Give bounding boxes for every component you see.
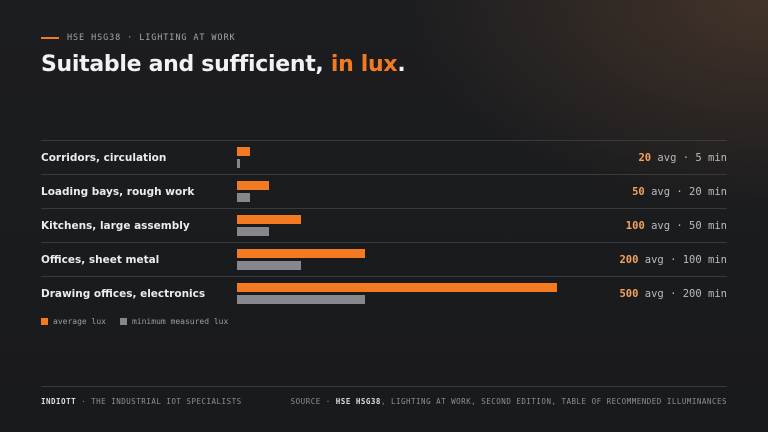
value-label: 20 avg · 5 min [638, 152, 727, 164]
chart-row: Kitchens, large assembly 100 avg · 50 min [41, 208, 727, 242]
eyebrow-accent-rule [41, 37, 59, 39]
value-separator: · [676, 220, 683, 232]
value-separator: · [670, 254, 677, 266]
bar-average [237, 147, 250, 156]
value-average: 200 [619, 254, 639, 266]
value-avg-word: avg [651, 220, 671, 232]
category-label: Drawing offices, electronics [41, 288, 206, 300]
title-period: . [397, 52, 406, 77]
value-separator: · [670, 288, 677, 300]
footer-source: SOURCE · HSE HSG38, LIGHTING AT WORK, SE… [291, 397, 727, 406]
value-avg-word: avg [644, 288, 664, 300]
category-label: Kitchens, large assembly [41, 220, 190, 232]
eyebrow: HSE HSG38 · LIGHTING AT WORK [41, 33, 236, 43]
legend-swatch-average [41, 318, 48, 325]
value-min-word: min [708, 186, 727, 198]
chart-row: Corridors, circulation 20 avg · 5 min [41, 140, 727, 174]
chart-row: Drawing offices, electronics 500 avg · 20… [41, 276, 727, 310]
category-label: Offices, sheet metal [41, 254, 160, 266]
value-minimum: 50 [689, 220, 702, 232]
eyebrow-text: HSE HSG38 · LIGHTING AT WORK [67, 33, 236, 43]
bar-minimum [237, 193, 250, 202]
value-average: 50 [632, 186, 645, 198]
value-minimum: 200 [682, 288, 702, 300]
value-avg-word: avg [657, 152, 677, 164]
value-minimum: 20 [689, 186, 702, 198]
page-title: Suitable and sufficient, in lux. [41, 52, 406, 77]
source-detail: , LIGHTING AT WORK, SECOND EDITION, TABL… [380, 397, 727, 406]
value-avg-word: avg [644, 254, 664, 266]
value-minimum: 5 [695, 152, 702, 164]
category-label: Corridors, circulation [41, 152, 167, 164]
value-label: 500 avg · 200 min [619, 288, 727, 300]
value-average: 20 [638, 152, 652, 164]
legend-item-minimum: minimum measured lux [119, 317, 229, 326]
value-separator: · [676, 186, 683, 198]
chart-row: Offices, sheet metal 200 avg · 100 min [41, 242, 727, 276]
bar-average [237, 283, 557, 292]
title-main: Suitable and sufficient, [41, 52, 324, 77]
value-avg-word: avg [651, 186, 671, 198]
value-min-word: min [708, 152, 727, 164]
footer-brand-line: INDIOTT · THE INDUSTRIAL IOT SPECIALISTS [41, 397, 242, 406]
bar-minimum [237, 261, 301, 270]
value-minimum: 100 [682, 254, 702, 266]
bar-minimum [237, 227, 269, 236]
chart-legend: average lux minimum measured lux [41, 317, 242, 326]
title-accent: in lux [330, 52, 398, 77]
value-separator: · [682, 152, 690, 164]
value-label: 200 avg · 100 min [619, 254, 727, 266]
source-label: SOURCE · [290, 397, 331, 406]
legend-label-average: average lux [53, 317, 106, 326]
bar-average [237, 215, 301, 224]
value-average: 500 [619, 288, 639, 300]
legend-item-average: average lux [41, 317, 106, 326]
footer-divider [41, 386, 727, 387]
value-label: 50 avg · 20 min [632, 186, 727, 198]
legend-swatch-minimum [119, 318, 127, 325]
value-min-word: min [708, 288, 727, 300]
footer-brand: INDIOTT [41, 397, 77, 406]
bar-minimum [237, 159, 241, 168]
bar-minimum [237, 295, 365, 304]
category-label: Loading bays, rough work [41, 186, 195, 198]
source-title: HSE HSG38 [335, 397, 381, 406]
bar-average [237, 181, 269, 190]
value-average: 100 [625, 220, 645, 232]
value-min-word: min [708, 254, 727, 266]
footer-tagline: · THE INDUSTRIAL IOT SPECIALISTS [81, 397, 242, 406]
chart-row: Loading bays, rough work 50 avg · 20 min [41, 174, 727, 208]
legend-label-minimum: minimum measured lux [131, 317, 229, 326]
bar-average [237, 249, 365, 258]
value-label: 100 avg · 50 min [626, 220, 727, 232]
bar-chart: Corridors, circulation 20 avg · 5 min Load… [41, 140, 727, 310]
value-min-word: min [708, 220, 727, 232]
